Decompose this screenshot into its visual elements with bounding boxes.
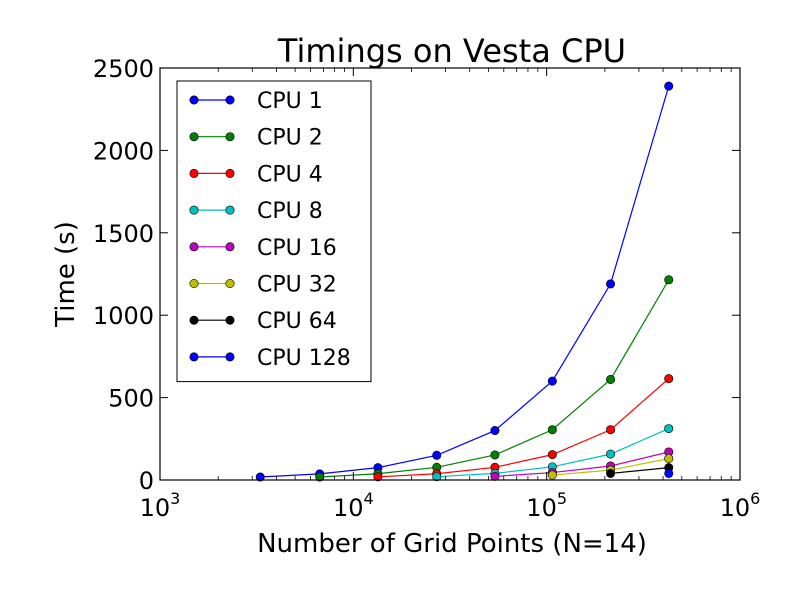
- series-line: [260, 85, 670, 478]
- legend-marker: [189, 168, 199, 178]
- data-point: [664, 275, 674, 285]
- data-point: [373, 472, 383, 482]
- legend-label: CPU 32: [257, 273, 337, 298]
- data-point: [606, 468, 616, 478]
- legend-marker: [225, 168, 235, 178]
- legend-label: CPU 8: [257, 199, 323, 224]
- legend-box: [176, 80, 372, 383]
- data-point: [547, 450, 557, 460]
- y-tick-label: 0: [139, 467, 154, 495]
- legend-entry: CPU 128: [189, 346, 351, 371]
- data-point: [606, 374, 616, 384]
- data-point: [664, 454, 674, 464]
- legend-marker: [189, 132, 199, 142]
- legend-label: CPU 128: [257, 346, 351, 371]
- legend-marker: [225, 205, 235, 215]
- data-point: [315, 472, 325, 482]
- legend-marker: [225, 352, 235, 362]
- series-2: [373, 374, 674, 482]
- series-6: [606, 463, 674, 478]
- legend-entry: CPU 16: [189, 236, 337, 261]
- legend-marker: [189, 278, 199, 288]
- legend-entry: CPU 8: [189, 199, 323, 224]
- data-point: [664, 468, 674, 478]
- legend-label: CPU 4: [257, 162, 323, 187]
- data-point: [664, 424, 674, 434]
- series-line: [494, 451, 669, 477]
- legend-marker: [189, 315, 199, 325]
- series-7: [664, 468, 674, 478]
- x-axis-label: Number of Grid Points (N=14): [257, 529, 647, 559]
- legend-entry: CPU 64: [189, 309, 337, 334]
- x-tick-label: 105: [526, 489, 567, 522]
- x-tick-label: 104: [333, 489, 374, 522]
- data-point: [547, 376, 557, 386]
- chart-title: Timings on Vesta CPU: [277, 32, 626, 70]
- plot-area: [255, 81, 674, 482]
- y-axis-label: Time (s): [51, 221, 81, 328]
- y-tick-label: 1000: [93, 302, 154, 330]
- axes-frame: [159, 67, 741, 481]
- legend-label: CPU 2: [257, 126, 323, 151]
- legend-marker: [225, 278, 235, 288]
- legend-marker: [225, 95, 235, 105]
- legend-marker: [189, 95, 199, 105]
- data-point: [432, 450, 442, 460]
- data-point: [432, 472, 442, 482]
- data-point: [490, 471, 500, 481]
- x-tick-label: 106: [720, 489, 761, 522]
- series-line: [610, 467, 669, 475]
- y-tick-label: 2500: [93, 55, 154, 83]
- legend-marker: [189, 205, 199, 215]
- data-point: [490, 450, 500, 460]
- legend-marker: [189, 352, 199, 362]
- data-point: [547, 425, 557, 435]
- legend-label: CPU 1: [257, 89, 323, 114]
- data-point: [606, 449, 616, 459]
- y-tick-label: 1500: [93, 220, 154, 248]
- legend-entry: CPU 4: [189, 162, 323, 187]
- legend-label: CPU 64: [257, 309, 337, 334]
- series-4: [490, 447, 674, 481]
- series-line: [319, 279, 670, 478]
- legend-marker: [225, 132, 235, 142]
- data-point: [606, 425, 616, 435]
- data-point: [255, 472, 265, 482]
- legend-marker: [225, 242, 235, 252]
- y-tick-label: 2000: [93, 137, 154, 165]
- legend-label: CPU 16: [257, 236, 337, 261]
- legend-marker: [225, 315, 235, 325]
- legend: CPU 1 CPU 2 CPU 4 CPU 8 CPU 16 CPU 32 CPU 64 CP…: [176, 80, 372, 383]
- series-line: [377, 378, 670, 478]
- data-point: [664, 374, 674, 384]
- x-tick-label: 103: [140, 489, 181, 522]
- axis-ticks: 0 500 1000 1500 2000 2500 103 104 105 106: [93, 55, 760, 522]
- data-point: [490, 426, 500, 436]
- legend-entry: CPU 2: [189, 126, 323, 151]
- y-tick-label: 500: [108, 385, 154, 413]
- data-point: [606, 279, 616, 289]
- legend-entry: CPU 1: [189, 89, 323, 114]
- legend-entry: CPU 32: [189, 273, 337, 298]
- data-point: [547, 470, 557, 480]
- data-point: [664, 81, 674, 91]
- legend-marker: [189, 242, 199, 252]
